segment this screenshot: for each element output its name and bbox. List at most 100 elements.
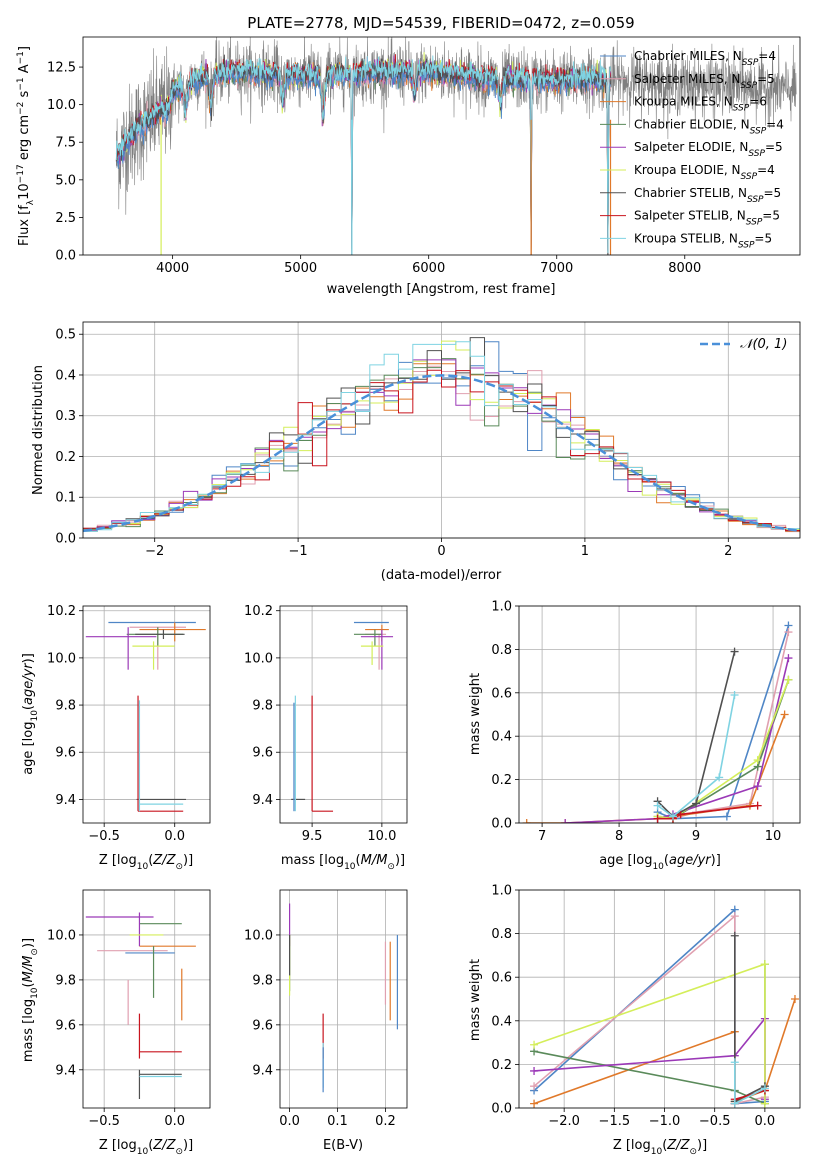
label-span: ( xyxy=(356,853,361,868)
label-span: Kroupa STELIB, N xyxy=(634,231,738,245)
label-span: ( xyxy=(148,1138,153,1153)
y-tick-label: 10.0 xyxy=(244,928,273,943)
label-span: =4 xyxy=(757,163,775,177)
y-tick-label: 0.0 xyxy=(491,1102,512,1117)
label-span: 10 xyxy=(651,1147,663,1157)
mass-weight-line xyxy=(657,651,736,818)
spectrum-plot-area xyxy=(115,37,797,255)
mass-weight-marker xyxy=(730,931,739,940)
mass-vs-z-axes: −0.5 0.0 9.4 9.6 9.8 10.0 xyxy=(47,889,211,1129)
x-axis-label: wavelength [Angstrom, rest frame] xyxy=(327,282,556,297)
y-tick-label: 9.8 xyxy=(252,973,273,988)
x-axis-label: Z [log10(Z/Z⊙)] xyxy=(99,1138,193,1157)
y-tick-label: 0.6 xyxy=(491,686,512,701)
mass-weight-marker xyxy=(715,773,724,782)
label-span: −1 xyxy=(16,77,26,90)
x-tick-label: −0.5 xyxy=(699,1114,731,1129)
mass-weight-marker xyxy=(784,654,793,663)
mass-weight-marker xyxy=(676,810,685,819)
label-span: ( xyxy=(664,853,669,868)
x-axis-label: mass [log10(M/M⊙)] xyxy=(281,853,405,872)
label-span: )] xyxy=(697,1138,707,1153)
label-span: −1 xyxy=(16,51,26,64)
label-span: 10 xyxy=(30,987,40,999)
y-tick-label: 10.2 xyxy=(244,604,273,619)
x-tick-label: 9.5 xyxy=(302,829,323,844)
age-vs-mass-plot-area xyxy=(291,621,394,812)
label-span: Z [log xyxy=(99,1138,137,1153)
y-tick-label: 12.5 xyxy=(47,61,76,76)
residual-histogram-line xyxy=(83,369,800,532)
label-span: ] xyxy=(17,46,32,51)
y-tick-label: 7.5 xyxy=(55,136,76,151)
axes-frame xyxy=(82,321,801,539)
mass-weight-marker xyxy=(730,647,739,656)
label-span: ( xyxy=(21,982,36,987)
y-tick-label: 10.2 xyxy=(47,604,76,619)
label-span: M/M xyxy=(361,853,388,868)
label-span: Salpeter STELIB, N xyxy=(634,209,746,223)
y-axis-label: mass [log10(M/M⊙)] xyxy=(21,938,40,1062)
x-tick-label: 8 xyxy=(615,829,623,844)
y-tick-label: 10.0 xyxy=(47,651,76,666)
label-span: Chabrier ELODIE, N xyxy=(634,117,750,131)
y-tick-label: 9.4 xyxy=(55,793,76,808)
label-span: )] xyxy=(395,853,405,868)
weight-vs-age-plot-area xyxy=(522,621,793,823)
mass-vs-ebv-axes: 0.0 0.1 0.2 9.4 9.6 9.8 10.0 xyxy=(244,889,408,1129)
legend-entry: Kroupa ELODIE, NSSP=4 xyxy=(634,163,775,182)
mass-weight-marker xyxy=(760,1084,769,1093)
label-span: =5 xyxy=(765,140,783,154)
y-tick-label: 0.0 xyxy=(55,532,76,547)
label-span: ⊙ xyxy=(689,1147,697,1157)
y-tick-label: 0.3 xyxy=(55,409,76,424)
label-span: mass [log xyxy=(21,999,36,1062)
y-tick-label: 1.0 xyxy=(491,884,512,899)
residual-histogram-line xyxy=(83,341,800,532)
y-tick-label: 0.2 xyxy=(55,450,76,465)
axes-frame xyxy=(279,889,408,1109)
y-tick-label: 0.2 xyxy=(491,773,512,788)
chart-title: PLATE=2778, MJD=54539, FIBERID=0472, z=0… xyxy=(247,14,634,32)
mass-weight-marker xyxy=(780,710,789,719)
label-span: mass [log xyxy=(281,853,344,868)
label-span: SSP xyxy=(742,58,759,68)
y-axis-label: mass weight xyxy=(468,959,483,1041)
y-tick-label: 9.6 xyxy=(55,1018,76,1033)
legend-entry: Kroupa STELIB, NSSP=5 xyxy=(634,231,772,250)
age-vs-mass-axes: 9.5 10.0 9.4 9.6 9.8 10.0 10.2 xyxy=(244,604,408,844)
x-axis-label: E(B-V) xyxy=(323,1138,363,1153)
mass-weight-marker xyxy=(753,801,762,810)
y-tick-label: 0.5 xyxy=(55,328,76,343)
mass-weight-marker xyxy=(730,690,739,699)
legend-entry: Kroupa MILES, NSSP=6 xyxy=(634,95,767,114)
label-span: 10 xyxy=(652,862,664,872)
label-span: Z [log xyxy=(99,853,137,868)
label-span: ( xyxy=(148,853,153,868)
label-span: SSP xyxy=(741,81,758,91)
label-span: Salpeter ELODIE, N xyxy=(634,140,748,154)
x-tick-label: 0.0 xyxy=(164,829,185,844)
x-axis-label: (data-model)/error xyxy=(381,568,502,583)
mass-weight-marker xyxy=(522,819,531,823)
axes-frame xyxy=(82,889,211,1109)
y-tick-label: 10.0 xyxy=(244,651,273,666)
label-span: Chabrier MILES, N xyxy=(634,49,742,63)
label-span: =5 xyxy=(762,209,780,223)
mass-weight-marker xyxy=(730,1099,739,1108)
label-span: Kroupa MILES, N xyxy=(634,95,733,109)
label-span: Chabrier STELIB, N xyxy=(634,186,747,200)
x-tick-label: −2.0 xyxy=(548,1114,580,1129)
label-span: age/yr xyxy=(21,662,36,705)
mass-weight-line xyxy=(734,935,766,1103)
label-span: )] xyxy=(183,853,193,868)
label-span: ⊙ xyxy=(387,862,395,872)
mass-weight-marker xyxy=(653,801,662,810)
y-tick-label: 0.6 xyxy=(491,971,512,986)
y-tick-label: 1.0 xyxy=(491,600,512,615)
mass-weight-marker xyxy=(530,1040,539,1049)
x-tick-label: 0.2 xyxy=(375,1114,396,1129)
y-tick-label: 10.0 xyxy=(47,928,76,943)
x-tick-label: 10.0 xyxy=(367,829,396,844)
